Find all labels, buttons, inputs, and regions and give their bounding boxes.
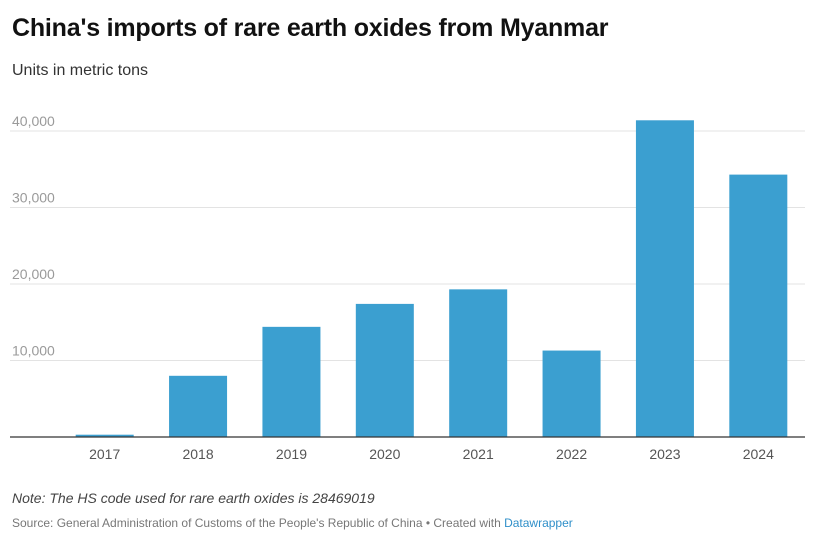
- bar-2018: [169, 375, 228, 437]
- bar-2017: [75, 434, 134, 437]
- bar-2024: [729, 174, 788, 438]
- bar-2023: [635, 120, 694, 437]
- x-tick-label: 2019: [276, 446, 307, 462]
- bar-chart: 10,000 20,000 30,000 40,000 2017 2018 2019 202…: [10, 113, 805, 462]
- x-tick-label: 2017: [89, 446, 120, 462]
- x-tick-label: 2018: [182, 446, 213, 462]
- y-tick-label: 30,000: [12, 190, 55, 206]
- datawrapper-link[interactable]: Datawrapper: [504, 516, 573, 530]
- bars: [75, 120, 788, 438]
- y-axis-ticks: 10,000 20,000 30,000 40,000: [12, 113, 55, 359]
- y-tick-label: 10,000: [12, 343, 55, 359]
- x-tick-label: 2022: [556, 446, 587, 462]
- bar-2019: [262, 326, 321, 437]
- source-line: Source: General Administration of Custom…: [12, 516, 573, 530]
- x-tick-label: 2023: [649, 446, 680, 462]
- x-axis-labels: 2017 2018 2019 2020 2021 2022 2023 2024: [89, 446, 774, 462]
- x-tick-label: 2024: [743, 446, 774, 462]
- source-text: Source: General Administration of Custom…: [12, 516, 505, 530]
- x-tick-label: 2021: [463, 446, 494, 462]
- chart-subtitle: Units in metric tons: [12, 62, 149, 79]
- chart-note: Note: The HS code used for rare earth ox…: [12, 490, 375, 506]
- x-tick-label: 2020: [369, 446, 400, 462]
- bar-2021: [449, 289, 508, 437]
- bar-2022: [542, 350, 601, 437]
- y-tick-label: 20,000: [12, 266, 55, 282]
- bar-2020: [355, 303, 414, 437]
- chart-title: China's imports of rare earth oxides fro…: [12, 14, 609, 42]
- y-tick-label: 40,000: [12, 113, 55, 129]
